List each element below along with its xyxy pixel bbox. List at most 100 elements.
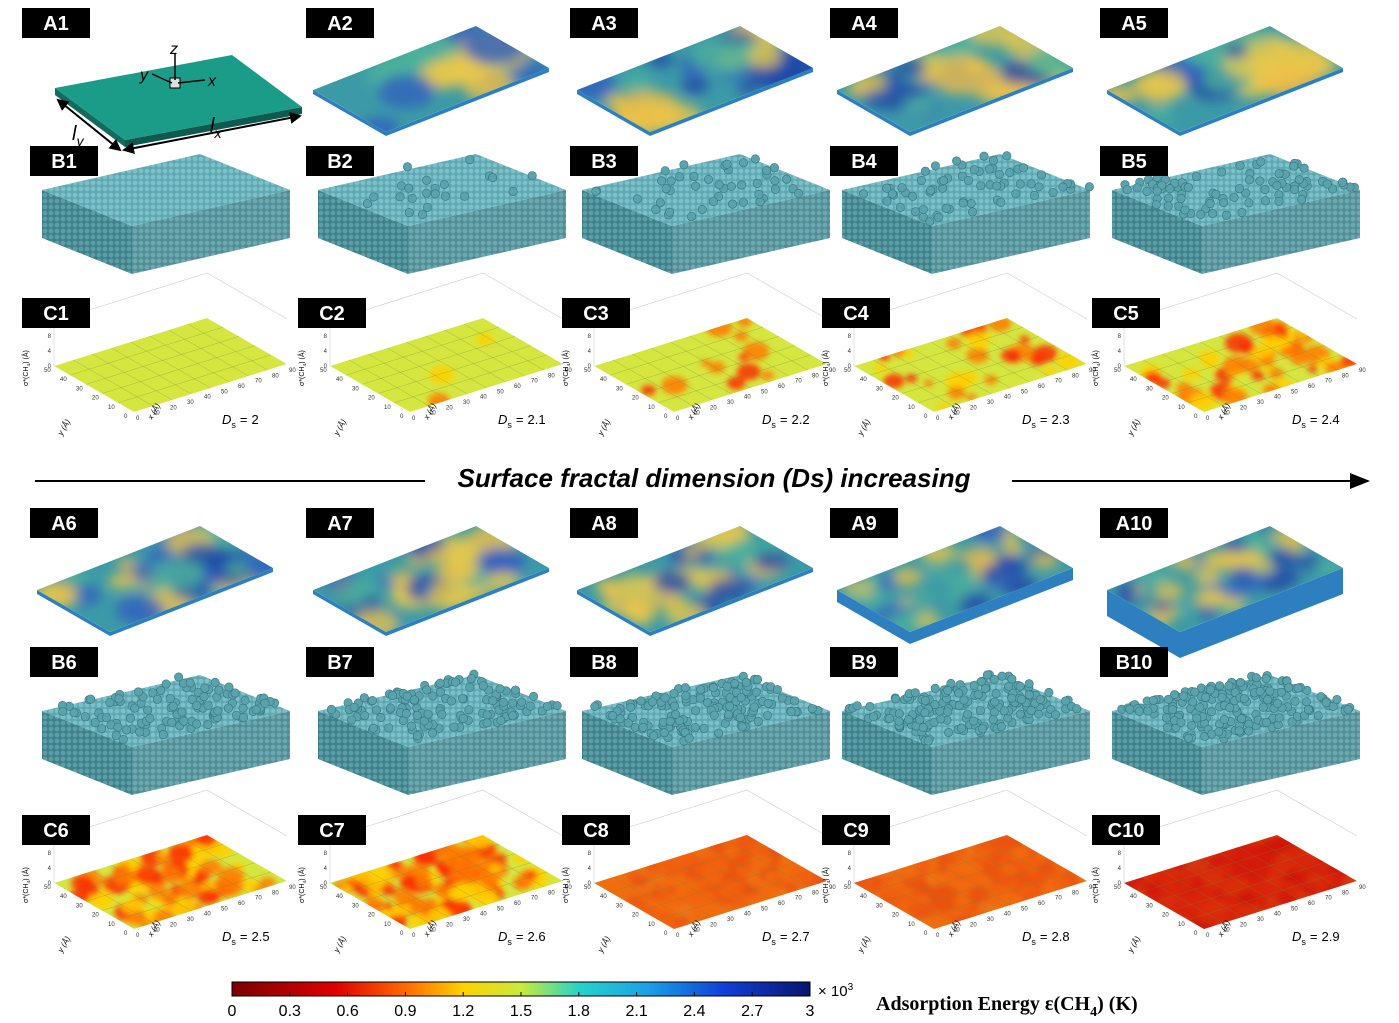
x-tick-label: 50 bbox=[497, 389, 504, 395]
x-tick-label: 40 bbox=[1004, 395, 1011, 401]
x-tick-label: 0 bbox=[136, 933, 140, 939]
blob bbox=[922, 568, 937, 577]
sub-text: σ*(CH4) (Å) bbox=[21, 867, 32, 903]
ds-value: 2.3 bbox=[1051, 412, 1069, 427]
main-text: σ*(CH bbox=[823, 884, 830, 904]
ds-value: 2.2 bbox=[791, 412, 809, 427]
blob bbox=[1184, 562, 1195, 568]
blob bbox=[1031, 552, 1058, 568]
atom bbox=[998, 672, 1006, 680]
atom bbox=[418, 210, 426, 218]
y-tick-label: 10 bbox=[648, 405, 655, 411]
panel-label: A6 bbox=[30, 508, 98, 538]
atom bbox=[1220, 715, 1228, 723]
atom bbox=[995, 170, 1003, 178]
z-tick-label: 4 bbox=[1118, 866, 1122, 872]
blob bbox=[340, 883, 353, 892]
atom bbox=[916, 716, 924, 724]
z-tick-label: 0 bbox=[588, 364, 592, 370]
blob bbox=[350, 865, 375, 882]
label-text: A9 bbox=[851, 513, 877, 535]
atom bbox=[869, 713, 877, 721]
ds-symbol: D bbox=[222, 412, 231, 427]
blob bbox=[369, 889, 380, 897]
atom bbox=[691, 182, 699, 190]
atom bbox=[660, 729, 668, 737]
atom bbox=[59, 707, 67, 715]
y-tick-label: 20 bbox=[892, 396, 899, 402]
blob bbox=[1274, 569, 1300, 585]
atom bbox=[1000, 707, 1008, 715]
atom bbox=[459, 714, 467, 722]
atom bbox=[1177, 194, 1185, 202]
atom bbox=[1230, 193, 1238, 201]
panel-label: C7 bbox=[298, 815, 366, 845]
atom bbox=[211, 678, 219, 686]
atom bbox=[252, 706, 260, 714]
atom bbox=[970, 166, 978, 174]
atom bbox=[671, 710, 679, 718]
blob bbox=[692, 39, 751, 74]
ds-symbol: D bbox=[1022, 929, 1031, 944]
atom bbox=[670, 702, 678, 710]
panel-label: C9 bbox=[822, 815, 890, 845]
atom bbox=[479, 682, 487, 690]
label-text: C6 bbox=[43, 820, 69, 842]
atom bbox=[115, 695, 123, 703]
x-tick-label: 20 bbox=[710, 922, 717, 928]
axis-title: y (Å) bbox=[331, 935, 348, 955]
ds-eq: = bbox=[1310, 412, 1318, 427]
main-text: σ*(CH bbox=[299, 367, 306, 387]
atom bbox=[931, 162, 939, 170]
atom bbox=[1005, 682, 1013, 690]
atom bbox=[126, 714, 134, 722]
atom bbox=[368, 696, 376, 704]
main-text: Adsorption Energy ε(CH bbox=[876, 993, 1091, 1015]
surface-blobs bbox=[326, 525, 526, 638]
ds-value: 2.4 bbox=[1321, 412, 1339, 427]
surface bbox=[54, 318, 287, 412]
x-tick-label: 80 bbox=[812, 373, 819, 379]
label-text: B1 bbox=[51, 151, 77, 173]
tail-text: ) (Å) bbox=[297, 350, 306, 364]
atom bbox=[939, 176, 947, 184]
y-tick-label: 10 bbox=[1178, 922, 1185, 928]
sub-text: σ*(CH4) (Å) bbox=[297, 350, 308, 386]
atom bbox=[991, 698, 999, 706]
atom bbox=[1222, 211, 1230, 219]
ds-eq: = bbox=[516, 412, 524, 427]
atom bbox=[1288, 718, 1296, 726]
label-text: B4 bbox=[851, 151, 877, 173]
label-text: C10 bbox=[1108, 820, 1145, 842]
atom bbox=[168, 718, 176, 726]
label-text: B2 bbox=[327, 151, 353, 173]
z-tick-label: 0 bbox=[324, 881, 328, 887]
atom bbox=[670, 689, 678, 697]
label-text: C3 bbox=[583, 303, 609, 325]
blob bbox=[118, 863, 130, 872]
atom bbox=[86, 695, 94, 703]
atom bbox=[794, 189, 802, 197]
atom bbox=[1049, 188, 1057, 196]
atom bbox=[447, 697, 455, 705]
atom bbox=[1017, 695, 1025, 703]
ds-sub: s bbox=[1301, 420, 1306, 430]
atom bbox=[192, 720, 200, 728]
blob bbox=[1171, 554, 1197, 569]
ds-label: Ds=2.3 bbox=[1022, 412, 1070, 430]
atom bbox=[959, 199, 967, 207]
x-tick-label: 30 bbox=[463, 400, 470, 406]
atom bbox=[98, 724, 106, 732]
blob bbox=[381, 885, 396, 896]
ds-label: Ds=2.9 bbox=[1292, 929, 1340, 947]
ds-label: Ds=2.1 bbox=[498, 412, 546, 430]
atom bbox=[709, 683, 717, 691]
x-tick-label: 30 bbox=[987, 917, 994, 923]
atom bbox=[436, 679, 444, 687]
atom bbox=[1344, 705, 1352, 713]
axis-title: y (Å) bbox=[55, 935, 72, 955]
panel-label: B4 bbox=[830, 146, 898, 176]
y-tick-label: 40 bbox=[1130, 377, 1137, 383]
blob bbox=[378, 74, 435, 108]
blob bbox=[904, 96, 935, 115]
